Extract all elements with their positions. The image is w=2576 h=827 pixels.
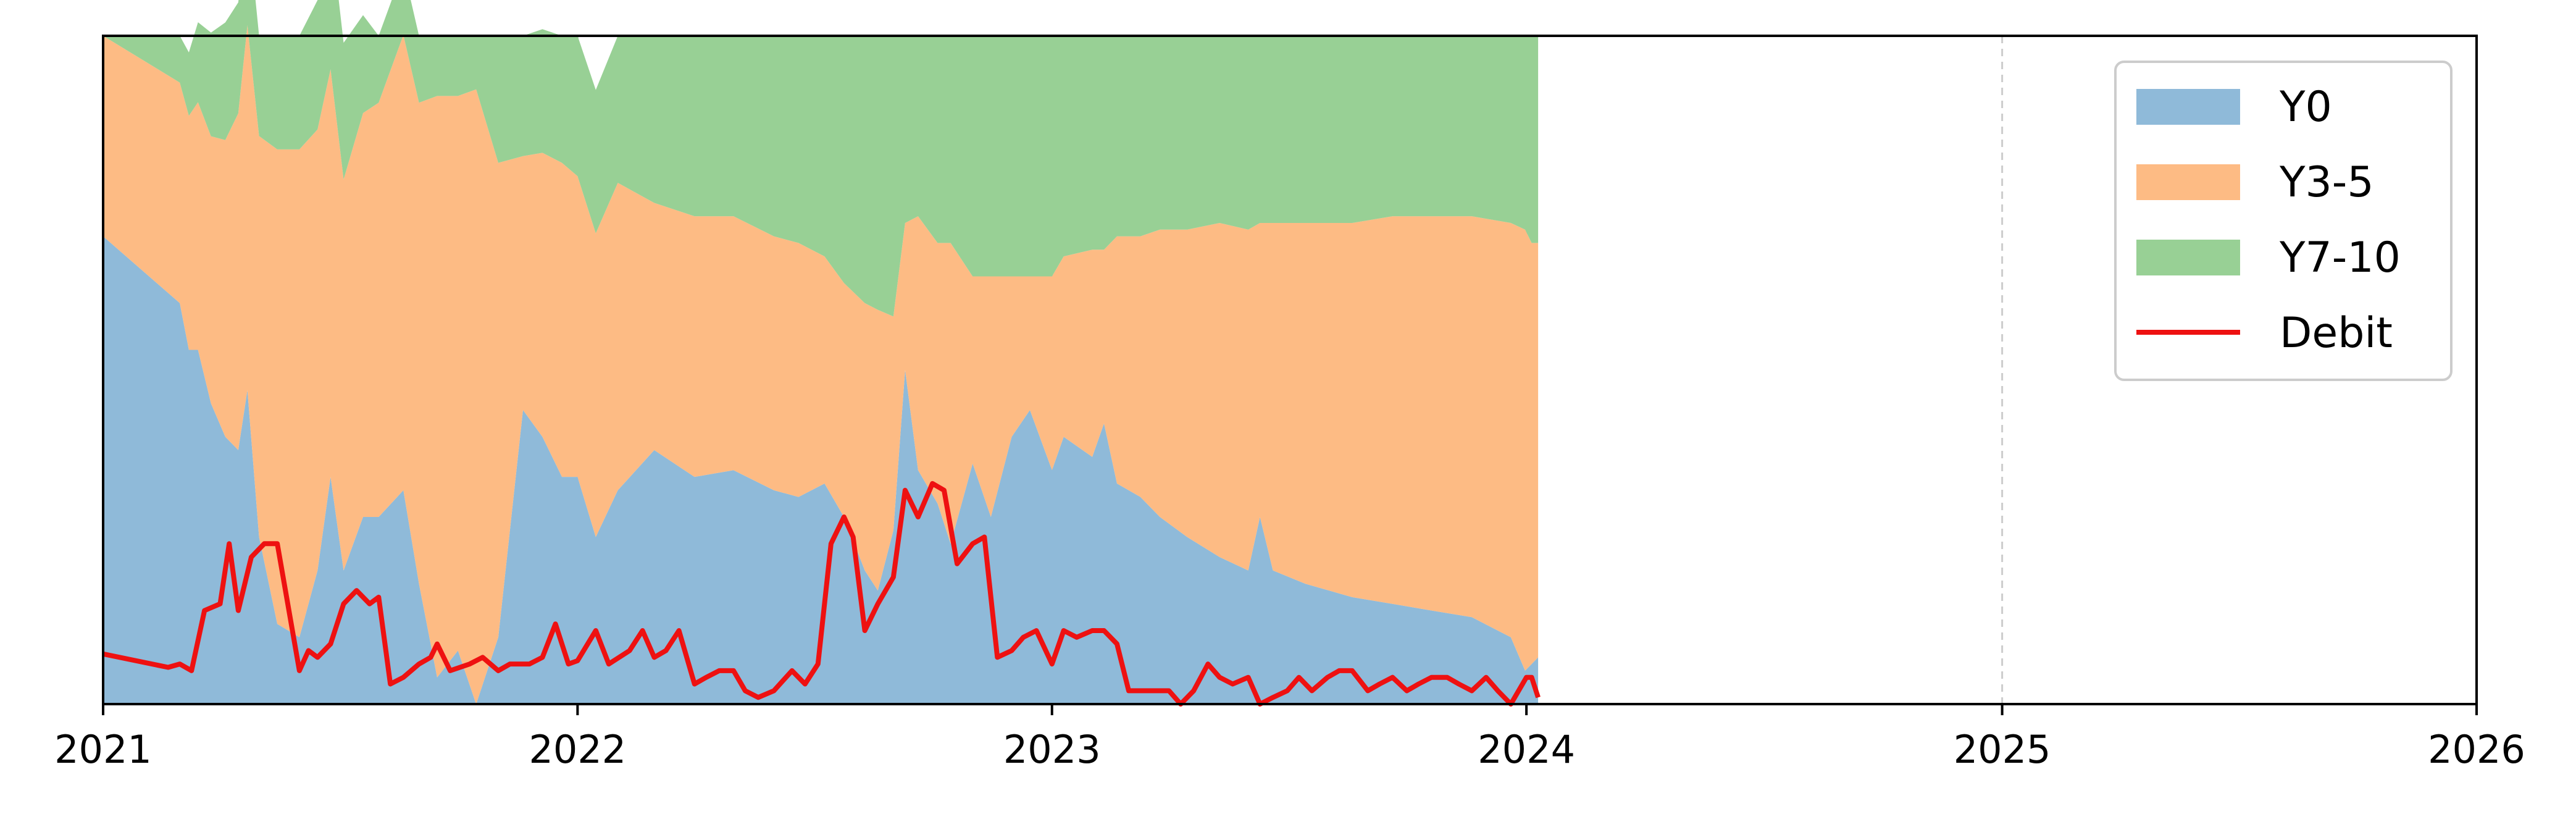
x-tick-label-2022: 2022 bbox=[529, 727, 626, 772]
legend: Y0 Y3-5 Y7-10 Debit bbox=[2114, 61, 2453, 381]
area-layers bbox=[103, 0, 1539, 705]
legend-swatch-y0 bbox=[2136, 89, 2240, 125]
x-axis: 2021 2022 2023 2024 2025 2026 bbox=[54, 704, 2525, 772]
area-y3-5 bbox=[103, 25, 1539, 705]
legend-swatch-y7-10 bbox=[2136, 240, 2240, 275]
legend-label-debit: Debit bbox=[2280, 309, 2393, 358]
x-tick-label-2025: 2025 bbox=[1954, 727, 2051, 772]
line-debit bbox=[102, 481, 1541, 707]
x-tick-label-2021: 2021 bbox=[54, 727, 152, 772]
legend-swatch-y3-5 bbox=[2136, 164, 2240, 200]
x-tick-label-2026: 2026 bbox=[2428, 727, 2525, 772]
legend-label-y0: Y0 bbox=[2279, 83, 2332, 132]
plot-frame bbox=[102, 35, 2478, 705]
x-tick-label-2024: 2024 bbox=[1478, 727, 1575, 772]
area-y7-10 bbox=[103, 0, 1539, 317]
area-y0 bbox=[103, 236, 1539, 705]
legend-box bbox=[2114, 61, 2453, 381]
legend-label-y3-5: Y3-5 bbox=[2279, 158, 2374, 207]
legend-label-y7-10: Y7-10 bbox=[2279, 233, 2401, 282]
line-layer bbox=[102, 481, 1541, 707]
x-tick-label-2023: 2023 bbox=[1003, 727, 1101, 772]
